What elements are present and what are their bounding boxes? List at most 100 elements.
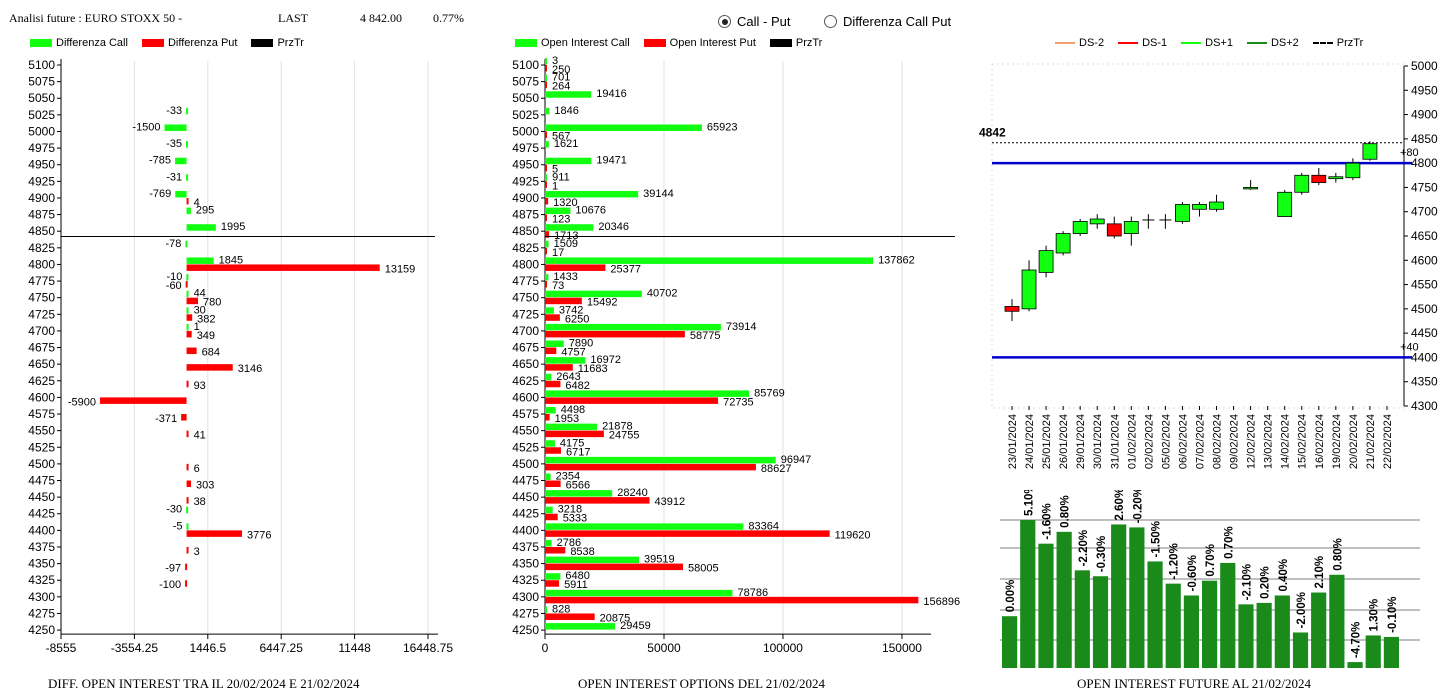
x-tick-label: 0 [542,641,549,655]
call-bar-label: 44 [194,288,206,300]
y-tick-label: 4325 [28,573,55,587]
legend-label: Differenza Put [167,37,238,49]
x-tick-label: 22/02/2024 [1382,414,1394,469]
legend-swatch [643,39,666,47]
y-tick-label: 4350 [512,557,539,571]
put-bar [186,364,233,371]
call-bar-label: 39144 [643,188,674,200]
call-bar [186,224,216,231]
y-tick-label: 4975 [512,141,539,155]
y-tick-label: 4700 [512,324,539,338]
y-tick-label: 4425 [28,507,55,521]
put-bar [186,480,192,487]
x-tick-label: 23/01/2024 [1007,414,1019,469]
put-bar-label: 24755 [609,430,640,442]
call-bar-label: 828 [552,603,570,615]
y-tick-label: 4600 [1411,253,1438,267]
y-tick-label: 4925 [28,174,55,188]
put-bar-label: 6717 [566,446,590,458]
change-value: 0.77% [433,11,464,25]
legend-swatch [515,39,537,47]
y-tick-label: 4500 [28,457,55,471]
y-tick-label: 4650 [1411,229,1438,243]
future-bar [1311,592,1327,668]
future-bar-label: 0.20% [1260,566,1272,599]
put-bar [545,613,595,620]
x-tick-label: 6447.25 [260,641,304,655]
x-tick-label: 12/02/2024 [1246,414,1258,469]
future-bar-label: -0.20% [1132,490,1144,523]
put-bar [545,497,650,504]
candle-body [1038,250,1054,273]
legend-item: PrzTr [1312,37,1364,49]
y-tick-label: 4350 [28,557,55,571]
candle-body [1175,204,1190,222]
y-tick-label: 4750 [512,291,539,305]
future-bar-label: -0.30% [1096,536,1108,572]
page-title: Analisi future : EURO STOXX 50 - [9,11,183,25]
radio-differenza[interactable]: Differenza Call Put [824,14,951,29]
radio-differenza-label: Differenza Call Put [843,14,952,29]
x-tick-label: 01/02/2024 [1126,414,1138,469]
put-bar [186,330,192,338]
call-bar-label: -31 [166,171,182,183]
put-bar [545,530,830,537]
y-tick-label: 4450 [28,490,55,504]
legend-label: PrzTr [1336,37,1364,49]
put-bar-label: 58005 [688,563,719,575]
put-bar [186,264,380,271]
y-tick-label: 5100 [28,58,55,72]
put-bar-label: 382 [197,313,215,325]
call-bar-label: 16972 [590,354,621,366]
y-tick-label: 4875 [512,208,539,222]
call-bar [545,257,874,264]
y-tick-label: 4900 [1411,108,1438,122]
put-bar-label: 3 [194,546,200,558]
call-bar-label: 85769 [754,387,785,399]
put-bar [186,530,242,537]
put-bar-label: 38 [194,496,206,508]
call-bar [186,323,189,331]
put-bar-label: 6566 [566,480,590,492]
call-bar-label: 1433 [553,271,577,283]
put-bar-label: 8538 [570,546,594,558]
call-bar [175,157,187,165]
call-bar-label: -30 [166,504,182,516]
y-tick-label: 4400 [1411,350,1438,364]
put-bar [545,430,604,438]
legend-label: Differenza Call [56,37,128,49]
future-bar-label: 0.40% [1278,559,1290,592]
y-tick-label: 4825 [28,241,55,255]
put-bar [545,65,547,72]
y-tick-label: 4450 [1411,326,1438,340]
last-value: 4 842.00 [360,11,402,25]
x-tick-label: 25/01/2024 [1041,414,1053,469]
radio-call-put[interactable]: Call - Put [718,14,790,29]
y-tick-label: 5025 [512,108,539,122]
call-bar [545,407,556,414]
put-bar [185,563,188,571]
call-bar [545,556,640,564]
call-bar-label: 1995 [221,221,245,233]
call-bar [545,157,592,165]
y-tick-label: 4375 [512,540,539,554]
x-tick-label: -3554.25 [111,641,159,655]
put-bar [545,231,550,238]
call-bar [175,190,187,198]
y-tick-label: 4675 [28,341,55,355]
call-bar-label: 28240 [617,487,648,499]
y-tick-label: 4750 [1411,180,1438,194]
call-bar [545,623,616,630]
y-tick-label: 4700 [1411,205,1438,219]
level-label: +80 [1400,147,1419,159]
y-tick-label: 4950 [512,158,539,172]
call-bar-label: -1500 [132,121,160,133]
legend-line [1055,42,1075,44]
put-bar-label: 20875 [600,612,631,624]
legend-swatch [769,39,792,47]
call-bar [545,606,547,613]
legend-line [1246,42,1267,44]
future-bar [1074,570,1090,668]
future-bar-label: 1.30% [1369,599,1381,632]
x-tick-label: 30/01/2024 [1092,414,1104,469]
